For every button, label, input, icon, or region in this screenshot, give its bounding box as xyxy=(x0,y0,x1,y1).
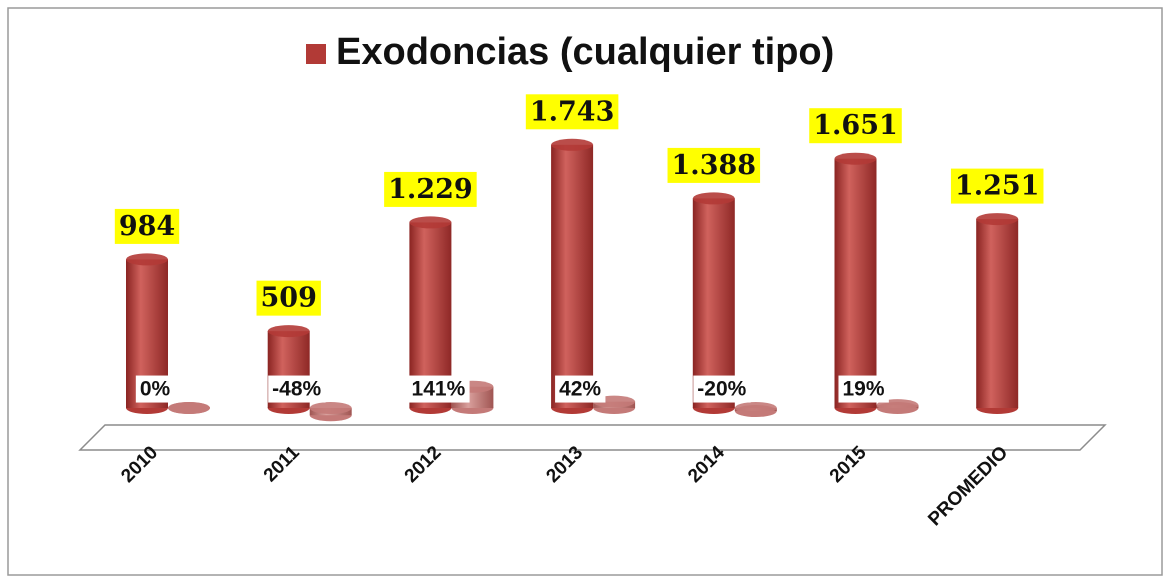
bar xyxy=(834,158,877,408)
data-label-box xyxy=(950,168,1044,204)
cylinder-top xyxy=(976,213,1019,226)
data-label: 984 xyxy=(119,211,175,242)
cylinder-top xyxy=(267,325,310,338)
bar xyxy=(551,144,594,408)
data-label-box xyxy=(384,171,477,207)
data-label: 42% xyxy=(559,378,601,401)
data-label-box xyxy=(667,147,761,183)
floor xyxy=(78,424,1107,451)
data-label-box xyxy=(135,375,175,403)
data-label: 19% xyxy=(842,378,884,401)
data-label: 1.388 xyxy=(672,150,757,181)
cylinder-top xyxy=(551,138,594,151)
bar xyxy=(976,219,1019,408)
data-label: 0% xyxy=(140,378,171,401)
cylinder-top xyxy=(692,192,735,205)
data-label-box xyxy=(525,94,619,130)
data-label: 1.251 xyxy=(955,171,1040,202)
data-label: 1.651 xyxy=(813,110,898,141)
legend-label: Exodoncias (cualquier tipo) xyxy=(336,31,834,73)
data-label: 141% xyxy=(412,378,466,401)
cylinder-top xyxy=(834,152,877,165)
data-label: 1.743 xyxy=(530,96,615,127)
data-label: 509 xyxy=(261,283,317,314)
data-label: -48% xyxy=(272,378,321,401)
data-label: -20% xyxy=(697,378,746,401)
data-label-box xyxy=(114,208,180,244)
data-label-box xyxy=(256,280,321,316)
data-label-box xyxy=(693,375,751,403)
data-label-box xyxy=(268,375,326,403)
data-label-box xyxy=(555,375,606,403)
cylinder-top xyxy=(409,216,452,229)
data-label-box xyxy=(838,375,889,403)
cylinder-top xyxy=(734,402,777,414)
data-label-box xyxy=(407,375,470,403)
cylinder-top xyxy=(126,253,168,266)
cylinder-top xyxy=(168,402,210,414)
bar xyxy=(692,198,735,408)
data-label: 1.229 xyxy=(388,174,473,205)
data-label-box xyxy=(809,108,902,144)
cylinder-top xyxy=(309,402,352,414)
legend-swatch xyxy=(306,44,326,64)
